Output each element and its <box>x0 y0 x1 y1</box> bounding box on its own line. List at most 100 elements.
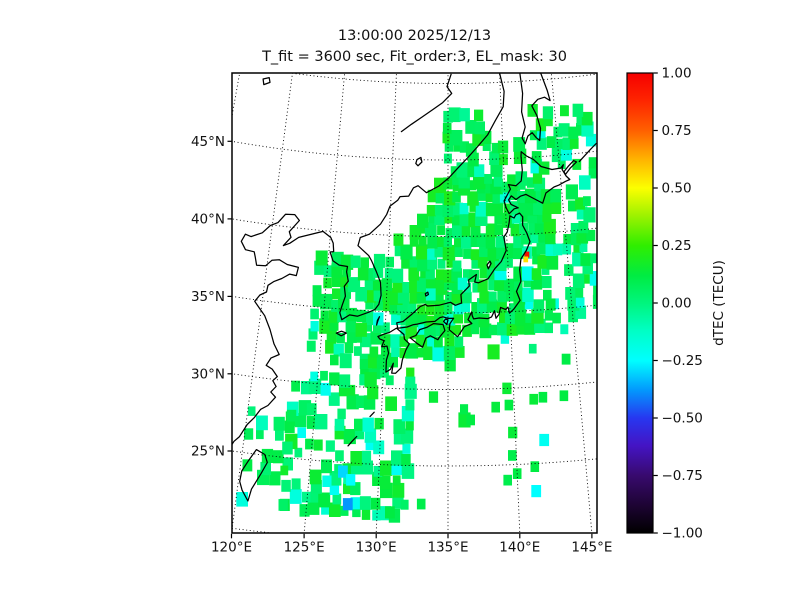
tec-cell <box>593 284 597 299</box>
tec-cell <box>568 126 579 139</box>
tec-cell <box>354 418 364 431</box>
tec-cell <box>537 127 546 139</box>
tec-cell <box>315 414 328 430</box>
tec-cell <box>432 346 445 362</box>
tec-cell <box>435 290 444 302</box>
tec-cell <box>286 409 297 422</box>
tec-cell <box>289 489 302 504</box>
tec-cell <box>476 233 488 247</box>
tec-cell <box>468 180 477 191</box>
tec-cell <box>576 123 587 136</box>
tec-cell <box>364 279 373 291</box>
tec-cell <box>568 310 578 323</box>
tec-cell <box>542 210 552 223</box>
tec-cell <box>328 310 339 323</box>
y-tick-label: 25°N <box>191 444 225 460</box>
tec-cell <box>488 324 498 336</box>
tec-cell <box>530 159 543 174</box>
tec-cell <box>490 161 503 177</box>
tec-cell <box>445 292 456 306</box>
tec-cell <box>383 301 391 312</box>
tec-cell <box>444 357 456 372</box>
tec-cell <box>350 451 363 466</box>
tec-cell <box>397 289 410 304</box>
tec-cell <box>583 207 596 223</box>
tec-cell <box>393 233 404 246</box>
tec-cell <box>424 323 437 338</box>
tec-cell <box>443 345 456 360</box>
tec-cell <box>444 141 453 152</box>
tec-cell <box>405 376 416 390</box>
tec-cell <box>504 399 514 411</box>
tec-cell <box>401 454 411 466</box>
tec-cell <box>346 330 357 343</box>
tec-cell <box>575 197 585 210</box>
tec-cell <box>452 213 462 226</box>
tec-cell <box>443 303 453 314</box>
tec-cell-layer <box>236 103 597 523</box>
coastline-iturup <box>578 142 597 163</box>
tec-cell <box>477 279 488 293</box>
tec-cell <box>449 130 463 146</box>
colorbar <box>626 72 654 534</box>
tec-cell <box>550 188 562 203</box>
tec-cell <box>575 287 584 298</box>
colorbar-tick-label: −0.25 <box>662 353 703 369</box>
tec-cell <box>427 189 438 203</box>
latitude-gridline <box>232 295 597 314</box>
tec-cell <box>570 223 579 233</box>
tec-cell <box>452 260 462 272</box>
tec-cell <box>346 384 356 396</box>
x-tick-label: 145°E <box>571 540 612 556</box>
tec-cell <box>382 288 394 302</box>
coastline-kyushu <box>377 327 410 374</box>
tec-cell <box>345 319 357 333</box>
tec-cell <box>405 420 414 431</box>
tec-cell <box>359 496 371 510</box>
tec-cell <box>453 141 462 152</box>
tec-cell <box>365 299 374 310</box>
coastline-layer <box>232 73 597 502</box>
tec-cell <box>470 225 481 238</box>
tec-cell <box>506 321 518 336</box>
tec-cell <box>495 235 506 248</box>
tec-cell <box>373 253 386 268</box>
tec-cell <box>346 307 357 322</box>
tec-cell <box>273 450 284 464</box>
tec-cell <box>417 304 426 315</box>
tec-cell <box>416 347 425 358</box>
tec-cell <box>306 340 316 352</box>
tec-cell <box>434 211 445 225</box>
tec-cell <box>323 277 332 289</box>
tec-cell <box>325 440 335 452</box>
tec-cell <box>545 298 556 311</box>
tec-cell <box>462 291 472 304</box>
tec-cell <box>575 297 585 308</box>
tec-cell <box>531 151 542 164</box>
tec-cell <box>545 231 556 245</box>
colorbar-tick-label: 0.50 <box>662 181 692 197</box>
tec-cell <box>457 277 468 290</box>
tec-cell <box>562 137 573 150</box>
tec-cell <box>360 333 372 348</box>
tec-cell <box>391 461 403 475</box>
tec-cell <box>575 305 587 319</box>
tec-cell <box>474 121 485 135</box>
axes-ticks <box>227 140 593 539</box>
tec-cell <box>405 343 419 359</box>
tec-cell <box>453 301 464 315</box>
tec-cell <box>452 223 464 239</box>
plot-title-timestamp: 13:00:00 2025/12/13 <box>337 28 492 44</box>
tec-cell <box>454 235 464 248</box>
tec-cell <box>487 344 500 360</box>
tec-cell <box>484 174 492 184</box>
map-axes-border <box>231 72 598 534</box>
tec-cell <box>361 450 372 463</box>
tec-cell <box>350 497 361 510</box>
tec-cell <box>466 414 475 426</box>
tec-cell <box>291 380 300 392</box>
tec-cell <box>579 242 588 252</box>
tec-cell <box>364 372 377 388</box>
tec-cell <box>523 277 532 288</box>
tec-cell <box>552 312 561 324</box>
